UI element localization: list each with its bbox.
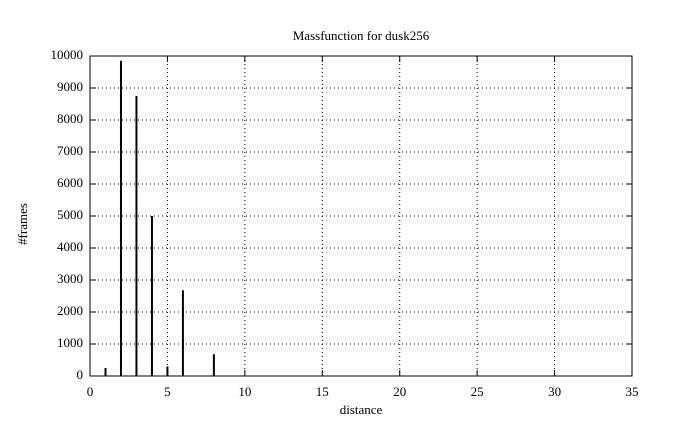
- y-tick-label: 6000: [57, 175, 83, 190]
- y-tick-label: 0: [77, 367, 84, 382]
- y-axis-label: #frames: [15, 203, 30, 245]
- x-tick-label: 0: [87, 384, 94, 399]
- x-tick-label: 5: [164, 384, 171, 399]
- y-tick-label: 7000: [57, 143, 83, 158]
- y-tick-label: 2000: [57, 303, 83, 318]
- x-axis-label: distance: [340, 402, 383, 417]
- x-tick-label: 20: [393, 384, 406, 399]
- y-tick-label: 1000: [57, 335, 83, 350]
- x-tick-label: 10: [238, 384, 251, 399]
- x-tick-label: 25: [471, 384, 484, 399]
- y-tick-label: 9000: [57, 79, 83, 94]
- y-tick-label: 8000: [57, 111, 83, 126]
- chart-title: Massfunction for dusk256: [293, 28, 430, 43]
- plot-frame: [89, 55, 633, 377]
- x-tick-label: 35: [626, 384, 639, 399]
- y-tick-label: 3000: [57, 271, 83, 286]
- y-tick-label: 5000: [57, 207, 83, 222]
- y-tick-label: 4000: [57, 239, 83, 254]
- y-tick-label: 10000: [51, 47, 84, 62]
- x-tick-label: 30: [548, 384, 561, 399]
- x-tick-label: 15: [316, 384, 329, 399]
